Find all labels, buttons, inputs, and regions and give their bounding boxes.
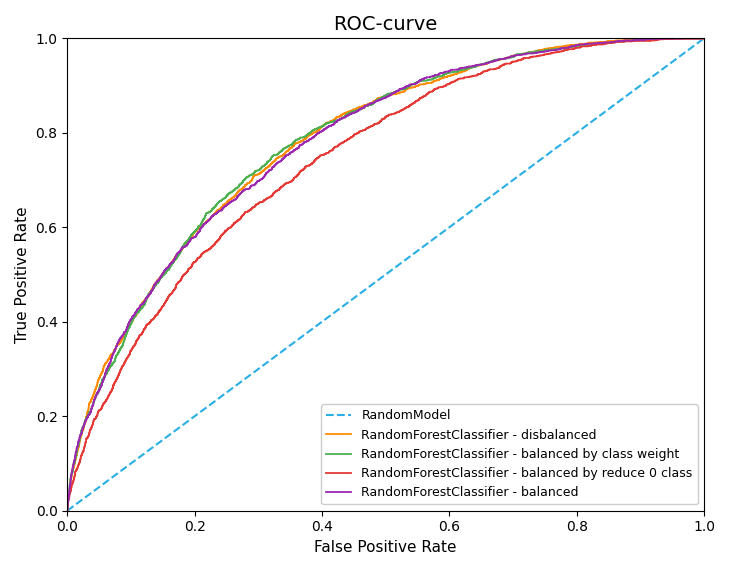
RandomForestClassifier - balanced by class weight [645, 36, 654, 43]
RandomForestClassifier - disbalanced [667, 35, 676, 42]
RandomForestClassifier - balanced by reduce 0 class [699, 35, 708, 42]
RandomForestClassifier - disbalanced [68, 470, 77, 477]
RandomForestClassifier - disbalanced [688, 35, 696, 42]
RandomForestClassifier - balanced by reduce 0 class [63, 507, 72, 514]
Line: RandomForestClassifier - disbalanced: RandomForestClassifier - disbalanced [67, 38, 704, 511]
RandomForestClassifier - balanced by class weight [68, 470, 77, 477]
RandomForestClassifier - balanced by class weight [666, 35, 675, 42]
Y-axis label: True Positive Rate: True Positive Rate [15, 206, 30, 343]
RandomForestClassifier - balanced by class weight [64, 499, 72, 506]
RandomForestClassifier - disbalanced [63, 507, 72, 514]
RandomForestClassifier - disbalanced [386, 92, 395, 99]
RandomForestClassifier - disbalanced [149, 284, 158, 291]
RandomForestClassifier - disbalanced [699, 35, 708, 42]
RandomForestClassifier - balanced by class weight [385, 90, 394, 97]
RandomForestClassifier - balanced by class weight [63, 507, 72, 514]
RandomForestClassifier - balanced [64, 498, 72, 505]
RandomForestClassifier - disbalanced [645, 35, 654, 42]
X-axis label: False Positive Rate: False Positive Rate [315, 540, 457, 555]
RandomForestClassifier - balanced by class weight [688, 35, 696, 42]
RandomForestClassifier - balanced [149, 284, 158, 291]
Line: RandomForestClassifier - balanced: RandomForestClassifier - balanced [67, 38, 704, 511]
RandomForestClassifier - balanced by reduce 0 class [699, 35, 707, 42]
Line: RandomForestClassifier - balanced by class weight: RandomForestClassifier - balanced by cla… [67, 38, 704, 511]
RandomForestClassifier - balanced [63, 507, 72, 514]
RandomForestClassifier - balanced by reduce 0 class [646, 37, 655, 44]
RandomForestClassifier - balanced [677, 35, 686, 42]
Line: RandomForestClassifier - balanced by reduce 0 class: RandomForestClassifier - balanced by red… [67, 38, 704, 511]
RandomForestClassifier - balanced by class weight [699, 35, 708, 42]
RandomForestClassifier - balanced by reduce 0 class [64, 499, 72, 506]
RandomForestClassifier - balanced [386, 92, 395, 99]
RandomForestClassifier - balanced [67, 469, 76, 476]
Title: ROC-curve: ROC-curve [334, 15, 438, 34]
RandomForestClassifier - disbalanced [64, 498, 72, 504]
RandomForestClassifier - balanced by reduce 0 class [688, 35, 696, 42]
RandomForestClassifier - balanced [688, 35, 696, 42]
RandomForestClassifier - balanced by reduce 0 class [155, 307, 164, 314]
RandomForestClassifier - balanced by reduce 0 class [69, 477, 78, 483]
RandomForestClassifier - balanced by reduce 0 class [391, 110, 400, 117]
Legend: RandomModel, RandomForestClassifier - disbalanced, RandomForestClassifier - bala: RandomModel, RandomForestClassifier - di… [321, 405, 698, 504]
RandomForestClassifier - balanced [699, 35, 708, 42]
RandomForestClassifier - balanced [645, 35, 654, 42]
RandomForestClassifier - balanced by class weight [149, 285, 158, 292]
